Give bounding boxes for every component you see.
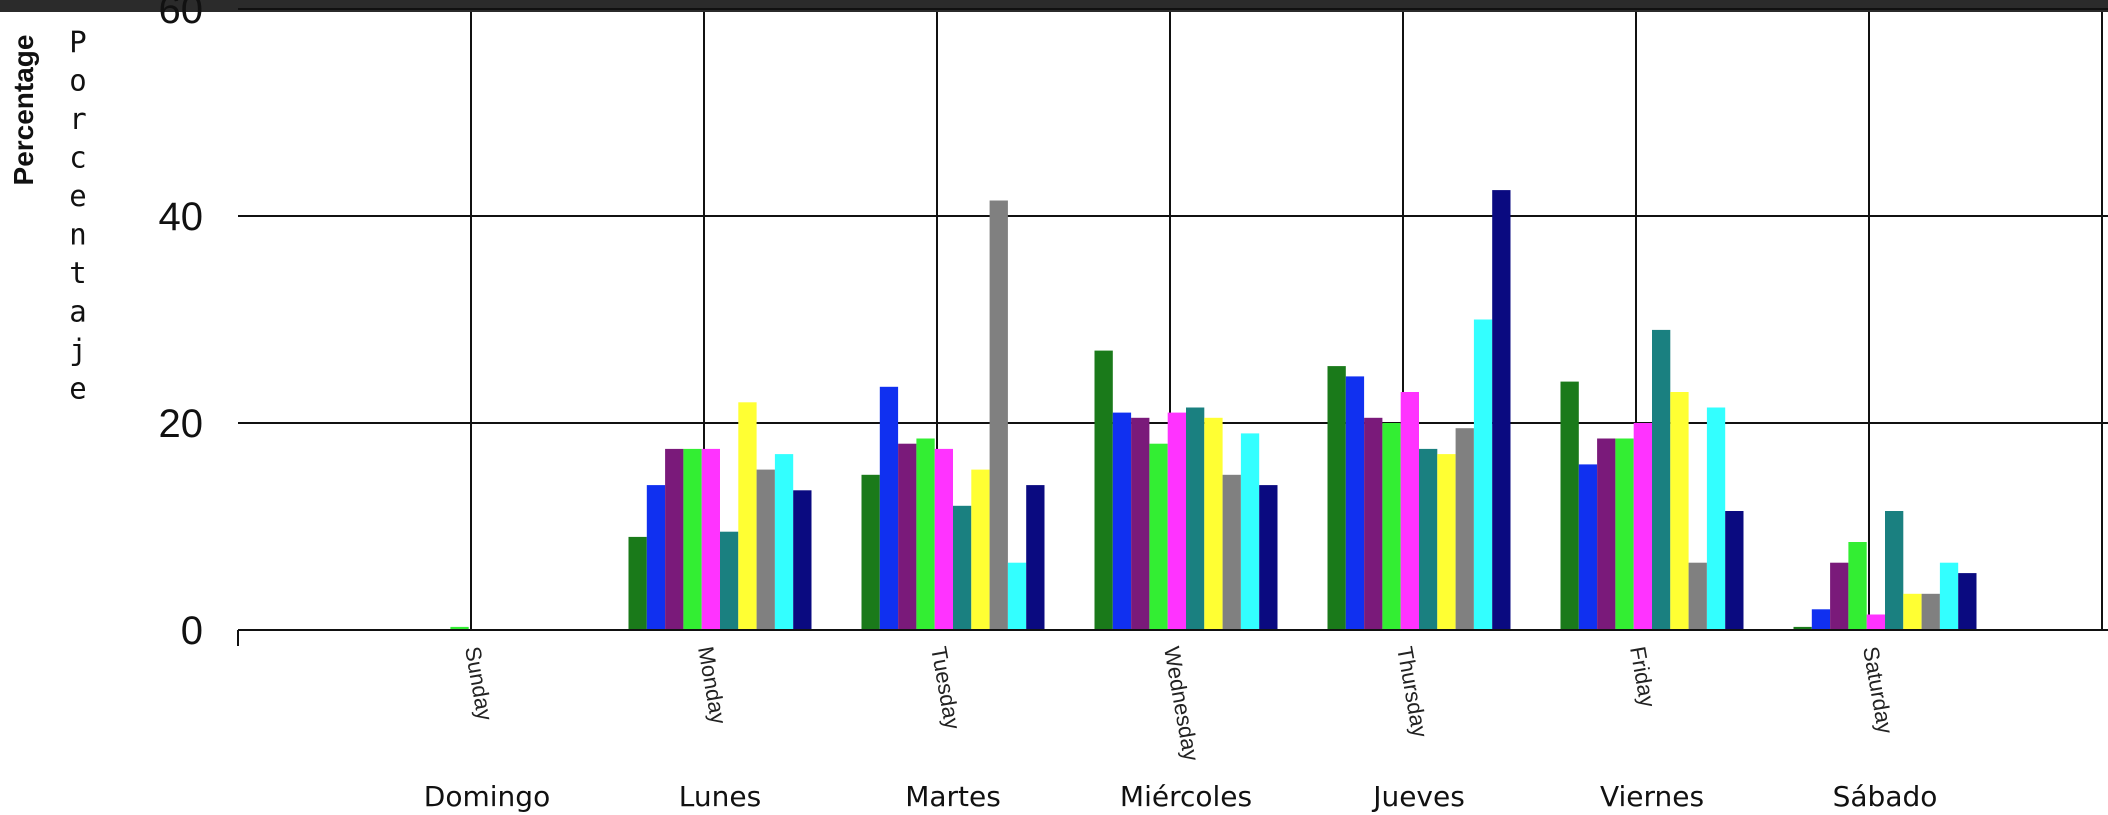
y-tick-label: 0 — [181, 609, 203, 653]
bars — [450, 190, 1977, 631]
bar — [1204, 417, 1223, 630]
bar — [1848, 542, 1867, 630]
bar — [701, 448, 720, 630]
x-tick-label-spanish: Viernes — [1600, 780, 1704, 813]
bar — [1437, 454, 1456, 630]
bar — [1240, 433, 1260, 631]
bar — [1615, 438, 1634, 630]
y-axis-label-english: Percentage — [8, 35, 39, 186]
bar — [1167, 412, 1186, 630]
bar — [1094, 350, 1113, 630]
bar — [1939, 562, 1959, 630]
bar — [953, 505, 972, 630]
x-tick-label-english: Wednesday — [1159, 645, 1204, 763]
bar — [1026, 485, 1045, 630]
bar — [934, 448, 953, 630]
bar — [756, 469, 775, 630]
bar — [1131, 417, 1150, 630]
bar — [1670, 392, 1689, 630]
bar — [1958, 573, 1977, 630]
bar — [646, 485, 666, 630]
y-tick-label: 40 — [159, 195, 204, 239]
bar — [1793, 626, 1812, 630]
x-tick-label-spanish: Lunes — [679, 780, 761, 813]
bar — [1327, 366, 1346, 630]
bar — [1560, 381, 1579, 630]
bar — [971, 469, 990, 630]
x-tick-label-spanish: Sábado — [1833, 780, 1938, 813]
bar — [861, 474, 880, 631]
bar — [1112, 412, 1132, 630]
bar — [1633, 423, 1652, 630]
bar — [1364, 417, 1383, 630]
bar — [1921, 593, 1940, 630]
bar — [774, 454, 794, 630]
bar — [1830, 562, 1849, 630]
x-tick-labels-spanish: Domingo Lunes Martes Miércoles Jueves Viernes… — [424, 780, 1938, 813]
x-tick-label-spanish: Jueves — [1371, 780, 1465, 813]
y-tick-label: 20 — [159, 402, 204, 446]
y-tick-label: 60 — [159, 0, 204, 32]
bar — [1903, 593, 1922, 630]
x-tick-label-english: Sunday — [460, 645, 498, 723]
bar — [738, 402, 757, 630]
y-tick-labels: 0 20 40 60 — [159, 0, 204, 653]
x-tick-label-spanish: Domingo — [424, 780, 550, 813]
x-tick-label-spanish: Martes — [905, 780, 1001, 813]
bar — [1597, 438, 1616, 630]
bar — [1688, 562, 1707, 630]
bar — [1885, 511, 1904, 630]
bar — [1382, 423, 1401, 630]
bar — [1149, 443, 1168, 630]
bar — [793, 490, 812, 630]
y-axis-label-spanish-char: n — [69, 218, 86, 252]
bar — [1007, 562, 1027, 630]
bar — [916, 438, 935, 630]
y-axis-label-spanish-char: a — [69, 295, 86, 329]
bar — [879, 386, 899, 630]
bar — [1652, 329, 1671, 630]
y-axis-label-spanish-char: e — [69, 179, 86, 213]
bar — [1492, 190, 1511, 630]
y-axis-label-spanish-char: o — [69, 64, 86, 98]
bar — [1578, 464, 1598, 630]
bar — [665, 448, 684, 630]
bar — [989, 200, 1008, 630]
bar — [1455, 428, 1474, 630]
bar — [898, 443, 917, 630]
bar — [1259, 485, 1278, 630]
y-axis-label-spanish-char: P — [69, 25, 86, 59]
x-tick-label-spanish: Miércoles — [1120, 780, 1252, 813]
x-tick-labels-english: Sunday Monday Tuesday Wednesday Thursday Frid… — [460, 645, 1898, 763]
x-tick-label-english: Saturday — [1858, 645, 1898, 736]
x-tick-label-english: Thursday — [1392, 645, 1433, 740]
bar — [1866, 614, 1885, 630]
bar — [720, 531, 739, 630]
bar — [450, 626, 469, 630]
bar — [1811, 609, 1831, 630]
y-axis-label-spanish-char: e — [69, 372, 86, 406]
y-axis-label-spanish-char: j — [69, 333, 86, 367]
bar — [1706, 407, 1726, 630]
axes — [237, 629, 2108, 646]
bar — [1419, 448, 1438, 630]
bar — [1222, 474, 1241, 631]
x-tick-label-english: Tuesday — [926, 645, 965, 732]
y-axis-label-spanish-char: r — [69, 102, 86, 136]
x-tick-label-english: Monday — [693, 645, 731, 726]
bar — [628, 536, 647, 630]
bar — [1725, 511, 1744, 630]
bar — [1400, 392, 1419, 630]
y-axis-label-spanish-char: t — [69, 256, 86, 290]
bar — [1345, 376, 1365, 630]
bar — [1186, 407, 1205, 630]
bar — [683, 448, 702, 630]
y-axis-label-spanish-char: c — [69, 141, 86, 175]
x-tick-label-english: Friday — [1625, 645, 1660, 710]
bar — [1473, 319, 1493, 630]
